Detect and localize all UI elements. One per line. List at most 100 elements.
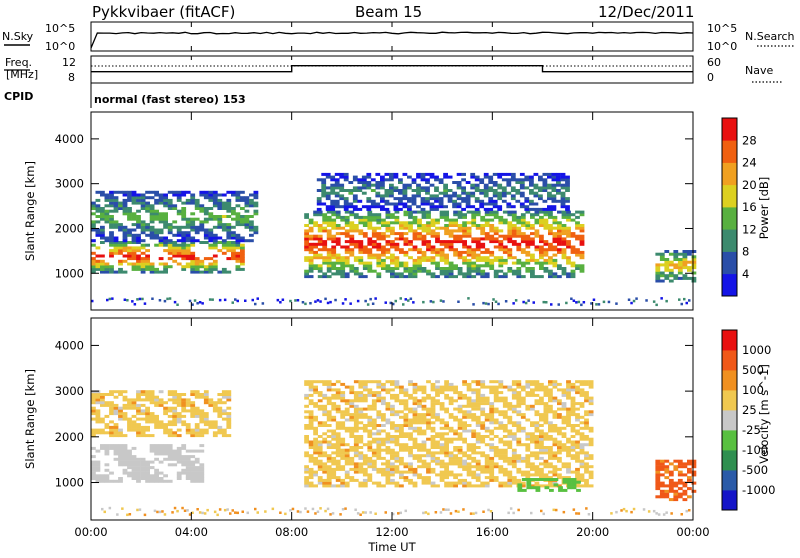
- heatmap-cell: [403, 267, 409, 270]
- heatmap-cell: [127, 257, 132, 261]
- heatmap-cell: [615, 510, 618, 514]
- heatmap-cell: [457, 224, 463, 227]
- heatmap-cell: [430, 429, 436, 433]
- heatmap-cell: [570, 218, 576, 222]
- heatmap-cell: [385, 267, 391, 270]
- heatmap-cell: [543, 240, 549, 244]
- heatmap-cell: [176, 398, 182, 402]
- heatmap-cell: [497, 197, 503, 201]
- heatmap-cell: [279, 511, 282, 514]
- heatmap-cell: [421, 229, 427, 233]
- heatmap-cell: [199, 468, 205, 472]
- heatmap-cell: [426, 256, 431, 260]
- heatmap-cell: [448, 261, 454, 265]
- heatmap-cell: [457, 451, 463, 455]
- heatmap-cell: [443, 172, 448, 176]
- heatmap-cell: [367, 443, 373, 447]
- heatmap-cell: [172, 395, 178, 399]
- heatmap-cell: [91, 201, 96, 205]
- nsky-tick-bottom: 10^0: [45, 40, 75, 53]
- heatmap-cell: [326, 484, 332, 488]
- heatmap-cell: [453, 253, 458, 257]
- heatmap-cell: [223, 298, 227, 302]
- heatmap-cell: [579, 391, 585, 395]
- heatmap-cell: [530, 465, 535, 469]
- heatmap-cell: [91, 460, 96, 464]
- heatmap-cell: [402, 186, 408, 190]
- heatmap-cell: [91, 431, 96, 435]
- heatmap-cell: [385, 380, 391, 384]
- heatmap-cell: [435, 402, 440, 406]
- heatmap-cell: [158, 236, 164, 240]
- heatmap-cell: [181, 267, 187, 271]
- heatmap-cell: [493, 465, 499, 469]
- heatmap-cell: [181, 463, 187, 467]
- heatmap-cell: [453, 399, 458, 403]
- heatmap-cell: [534, 221, 540, 225]
- heatmap-cell: [543, 388, 549, 392]
- heatmap-cell: [353, 440, 359, 444]
- heatmap-cell: [439, 418, 445, 422]
- heatmap-cell: [457, 300, 460, 303]
- heatmap-cell: [367, 388, 373, 392]
- heatmap-cell: [367, 240, 373, 244]
- heatmap-cell: [439, 299, 443, 302]
- heatmap-cell: [185, 428, 191, 432]
- heatmap-cell: [557, 264, 562, 268]
- heatmap-cell: [289, 299, 292, 303]
- heatmap-cell: [529, 191, 534, 195]
- heatmap-cell: [471, 402, 477, 406]
- heatmap-cell: [420, 172, 426, 176]
- heatmap-cell: [235, 215, 241, 218]
- heatmap-cell: [566, 396, 571, 400]
- heatmap-cell: [475, 226, 481, 230]
- heatmap-cell: [507, 210, 513, 214]
- heatmap-cell: [560, 172, 566, 176]
- heatmap-cell: [498, 382, 504, 386]
- heatmap-cell: [358, 470, 364, 474]
- heatmap-cell: [231, 301, 234, 304]
- heatmap-cell: [575, 380, 580, 384]
- heatmap-cell: [249, 239, 254, 243]
- heatmap-cell: [462, 451, 467, 455]
- heatmap-cell: [538, 186, 543, 190]
- heatmap-cell: [552, 508, 555, 512]
- heatmap-cell: [407, 205, 412, 209]
- heatmap-cell: [412, 234, 418, 238]
- heatmap-cell: [361, 511, 365, 514]
- heatmap-cell: [392, 302, 395, 306]
- heatmap-cell: [226, 257, 232, 261]
- heatmap-cell: [173, 506, 177, 510]
- heatmap-cell: [687, 459, 692, 463]
- heatmap-cell: [344, 407, 350, 411]
- heatmap-cell: [313, 446, 318, 449]
- heatmap-cell: [362, 456, 368, 460]
- heatmap-cell: [408, 240, 413, 244]
- heatmap-cell: [317, 424, 323, 427]
- heatmap-cell: [426, 213, 431, 217]
- heatmap-cell: [425, 202, 430, 206]
- heatmap-cell: [331, 213, 337, 217]
- heatmap-cell: [506, 172, 512, 176]
- heatmap-cell: [552, 245, 558, 249]
- heatmap-cell: [448, 481, 454, 485]
- heatmap-cell: [466, 402, 472, 406]
- heatmap-cell: [212, 215, 218, 218]
- heatmap-cell: [403, 407, 409, 411]
- heatmap-cell: [371, 462, 377, 466]
- heatmap-cell: [122, 193, 128, 197]
- heatmap-cell: [149, 217, 155, 221]
- heatmap-cell: [444, 473, 449, 477]
- heatmap-cell: [551, 199, 557, 203]
- heatmap-cell: [453, 210, 458, 214]
- heatmap-cell: [172, 246, 178, 250]
- heatmap-cell: [394, 410, 400, 414]
- heatmap-cell: [240, 246, 245, 250]
- heatmap-cell: [530, 424, 535, 427]
- heatmap-cell: [412, 258, 418, 262]
- heatmap-cell: [577, 512, 581, 515]
- heatmap-cell: [421, 210, 427, 214]
- heatmap-cell: [444, 508, 448, 511]
- heatmap-cell: [489, 261, 495, 265]
- heatmap-cell: [234, 298, 237, 301]
